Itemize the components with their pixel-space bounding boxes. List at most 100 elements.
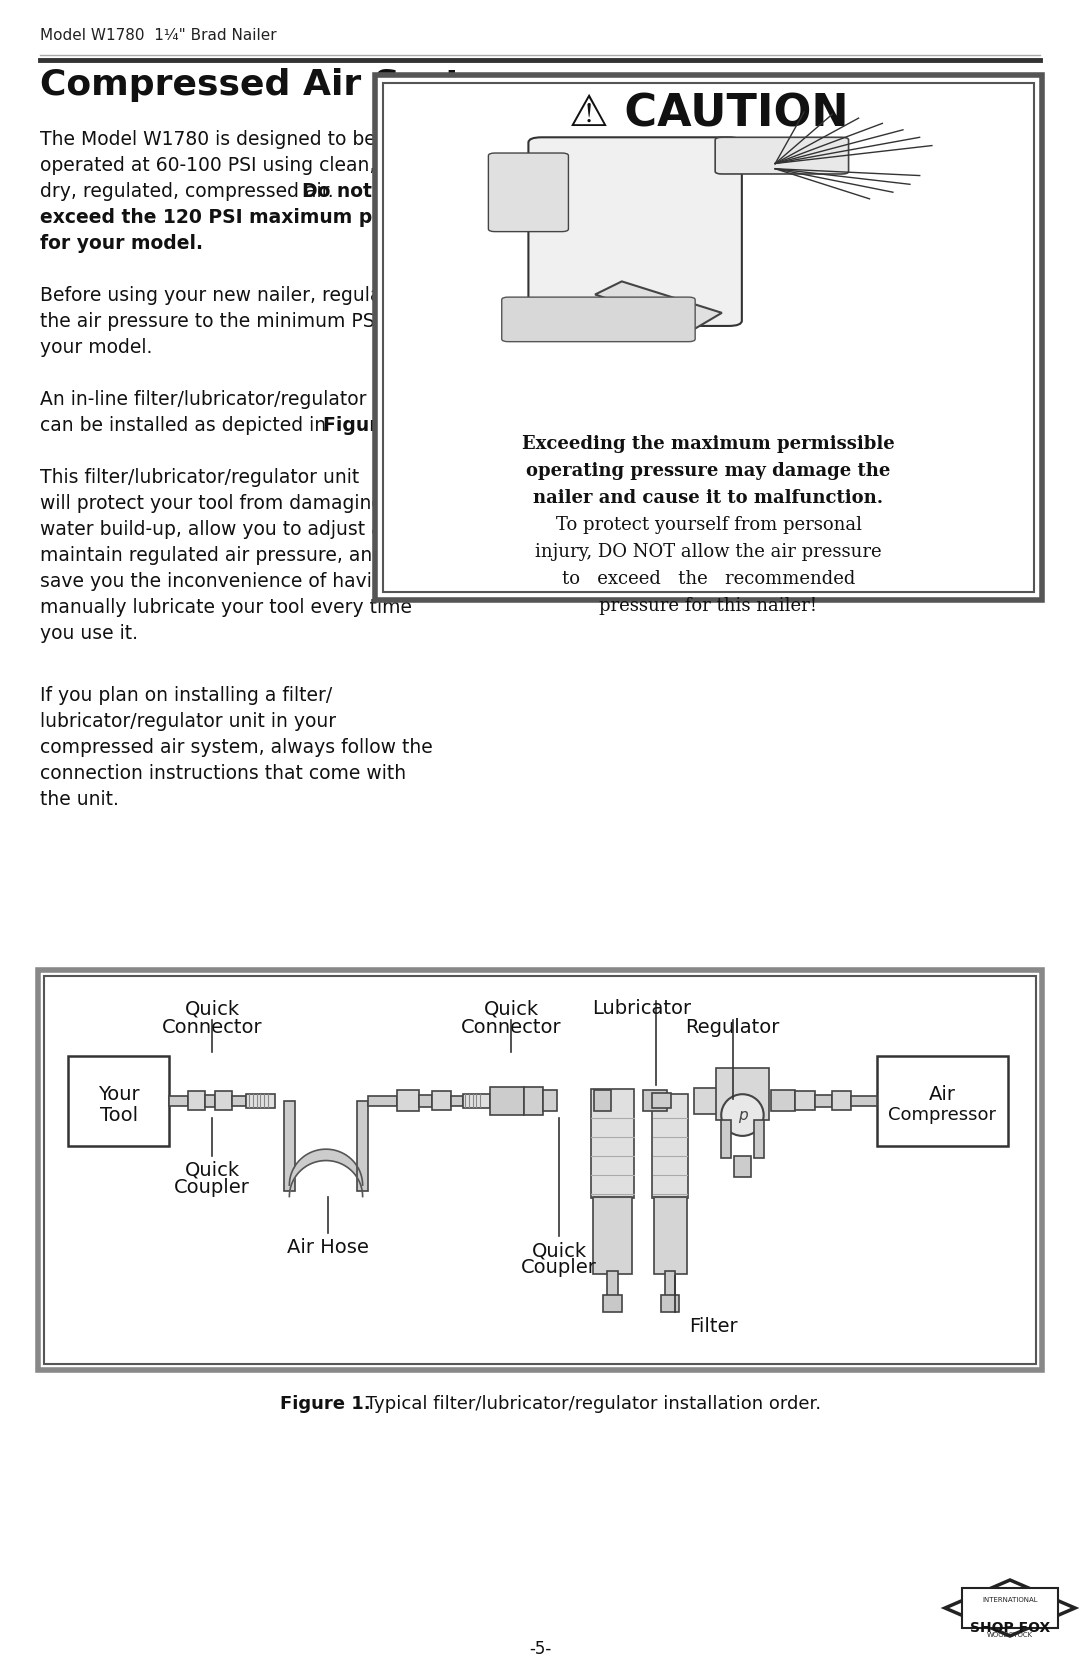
FancyBboxPatch shape	[168, 1097, 188, 1105]
FancyBboxPatch shape	[653, 1197, 687, 1273]
Text: connection instructions that come with: connection instructions that come with	[40, 764, 406, 783]
Text: Model W1780  1¹⁄₄" Brad Nailer: Model W1780 1¹⁄₄" Brad Nailer	[40, 28, 276, 43]
FancyBboxPatch shape	[368, 1097, 397, 1105]
Text: Before using your new nailer, regulate: Before using your new nailer, regulate	[40, 285, 401, 305]
Text: Your: Your	[98, 1085, 139, 1103]
Text: Compressed Air System: Compressed Air System	[40, 68, 525, 102]
FancyBboxPatch shape	[397, 1090, 419, 1112]
Text: Coupler: Coupler	[174, 1178, 251, 1197]
Text: To protect yourself from personal: To protect yourself from personal	[555, 516, 862, 534]
FancyBboxPatch shape	[524, 1087, 543, 1115]
Text: Compressor: Compressor	[888, 1107, 996, 1123]
Text: Typical filter/lubricator/regulator installation order.: Typical filter/lubricator/regulator inst…	[360, 1395, 821, 1414]
Text: you use it.: you use it.	[40, 624, 138, 643]
FancyBboxPatch shape	[721, 1120, 731, 1158]
Text: Air Hose: Air Hose	[287, 1238, 369, 1257]
Text: Quick: Quick	[531, 1242, 586, 1260]
FancyBboxPatch shape	[419, 1095, 432, 1107]
Text: Quick: Quick	[185, 1160, 240, 1180]
Text: -5-: -5-	[529, 1641, 551, 1657]
Text: exceed the 120 PSI maximum pressure: exceed the 120 PSI maximum pressure	[40, 209, 453, 227]
Text: ⚠ CAUTION: ⚠ CAUTION	[569, 93, 848, 135]
Text: the unit.: the unit.	[40, 789, 119, 809]
Text: can be installed as depicted in: can be installed as depicted in	[40, 416, 333, 436]
Text: If you plan on installing a filter/: If you plan on installing a filter/	[40, 686, 333, 704]
Text: save you the inconvenience of having to: save you the inconvenience of having to	[40, 572, 420, 591]
FancyBboxPatch shape	[832, 1092, 851, 1110]
FancyBboxPatch shape	[432, 1092, 451, 1110]
Text: nailer and cause it to malfunction.: nailer and cause it to malfunction.	[534, 489, 883, 507]
FancyBboxPatch shape	[733, 1157, 751, 1177]
FancyBboxPatch shape	[38, 970, 1042, 1370]
FancyBboxPatch shape	[215, 1092, 232, 1110]
Text: Figure 1.: Figure 1.	[323, 416, 418, 436]
Text: Filter: Filter	[689, 1317, 738, 1335]
Text: to   exceed   the   recommended: to exceed the recommended	[562, 571, 855, 587]
FancyBboxPatch shape	[463, 1093, 490, 1108]
FancyBboxPatch shape	[796, 1092, 814, 1110]
Text: pressure for this nailer!: pressure for this nailer!	[599, 598, 818, 614]
FancyBboxPatch shape	[188, 1092, 205, 1110]
Text: Lubricator: Lubricator	[592, 1000, 691, 1018]
FancyBboxPatch shape	[490, 1087, 524, 1115]
Text: manually lubricate your tool every time: manually lubricate your tool every time	[40, 598, 411, 618]
Text: dry, regulated, compressed air.: dry, regulated, compressed air.	[40, 182, 339, 200]
Text: maintain regulated air pressure, and: maintain regulated air pressure, and	[40, 546, 384, 566]
Text: compressed air system, always follow the: compressed air system, always follow the	[40, 738, 433, 758]
FancyBboxPatch shape	[644, 1090, 667, 1112]
Text: Air: Air	[929, 1085, 956, 1103]
FancyBboxPatch shape	[694, 1088, 721, 1115]
FancyBboxPatch shape	[205, 1095, 215, 1107]
FancyBboxPatch shape	[593, 1197, 632, 1273]
FancyBboxPatch shape	[754, 1120, 764, 1158]
FancyBboxPatch shape	[356, 1102, 368, 1192]
FancyBboxPatch shape	[44, 976, 1036, 1364]
FancyBboxPatch shape	[851, 1097, 877, 1105]
FancyBboxPatch shape	[383, 83, 1034, 592]
FancyBboxPatch shape	[375, 75, 1042, 599]
FancyBboxPatch shape	[603, 1295, 622, 1312]
FancyBboxPatch shape	[877, 1056, 1008, 1147]
Polygon shape	[595, 282, 721, 329]
Polygon shape	[945, 1581, 1075, 1636]
Text: Regulator: Regulator	[686, 1018, 780, 1038]
FancyBboxPatch shape	[665, 1272, 675, 1298]
Text: This filter/lubricator/regulator unit: This filter/lubricator/regulator unit	[40, 467, 360, 487]
FancyBboxPatch shape	[591, 1090, 634, 1198]
FancyBboxPatch shape	[814, 1095, 832, 1107]
FancyBboxPatch shape	[771, 1090, 796, 1112]
Text: Quick: Quick	[185, 1000, 240, 1018]
Text: Connector: Connector	[461, 1018, 562, 1038]
FancyBboxPatch shape	[68, 1056, 168, 1147]
Text: Coupler: Coupler	[522, 1258, 597, 1277]
FancyBboxPatch shape	[502, 297, 696, 342]
FancyBboxPatch shape	[246, 1093, 275, 1108]
Circle shape	[721, 1095, 764, 1137]
Text: WOODSTOCK: WOODSTOCK	[987, 1632, 1034, 1637]
Text: Quick: Quick	[484, 1000, 539, 1018]
Text: An in-line filter/lubricator/regulator unit: An in-line filter/lubricator/regulator u…	[40, 391, 408, 409]
Text: operating pressure may damage the: operating pressure may damage the	[526, 462, 891, 481]
FancyBboxPatch shape	[661, 1295, 679, 1312]
Text: p: p	[738, 1108, 747, 1123]
Text: water build-up, allow you to adjust and: water build-up, allow you to adjust and	[40, 521, 406, 539]
Text: The Model W1780 is designed to be: The Model W1780 is designed to be	[40, 130, 376, 149]
Text: Do not: Do not	[302, 182, 372, 200]
FancyBboxPatch shape	[962, 1587, 1058, 1627]
Text: INTERNATIONAL: INTERNATIONAL	[982, 1597, 1038, 1602]
Text: Exceeding the maximum permissible: Exceeding the maximum permissible	[522, 436, 895, 452]
Text: injury, DO NOT allow the air pressure: injury, DO NOT allow the air pressure	[536, 542, 881, 561]
FancyBboxPatch shape	[652, 1095, 688, 1198]
FancyBboxPatch shape	[543, 1090, 557, 1112]
Text: SHOP FOX: SHOP FOX	[970, 1621, 1050, 1636]
FancyBboxPatch shape	[232, 1097, 246, 1105]
Text: Connector: Connector	[162, 1018, 262, 1038]
Text: your model.: your model.	[40, 339, 152, 357]
Text: Figure 1.: Figure 1.	[280, 1395, 370, 1414]
Text: the air pressure to the minimum PSI for: the air pressure to the minimum PSI for	[40, 312, 411, 330]
FancyBboxPatch shape	[451, 1097, 463, 1105]
Text: for your model.: for your model.	[40, 234, 203, 254]
FancyBboxPatch shape	[652, 1093, 671, 1108]
FancyBboxPatch shape	[594, 1090, 611, 1112]
FancyBboxPatch shape	[284, 1102, 295, 1192]
